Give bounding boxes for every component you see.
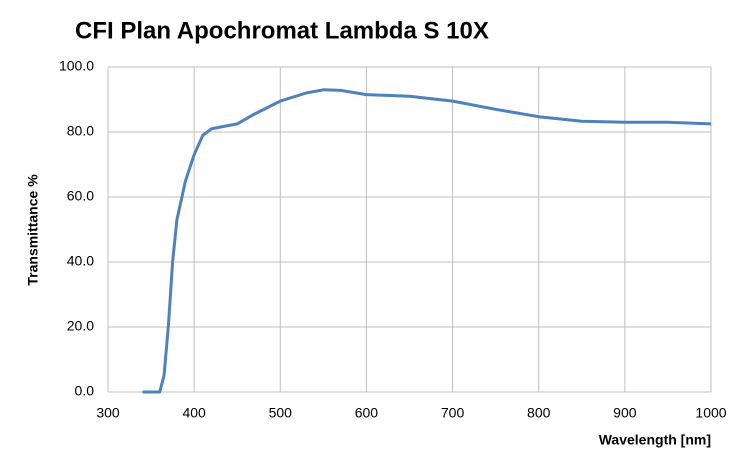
y-tick-label: 40.0 [67, 253, 94, 269]
x-axis-title: Wavelength [nm] [599, 432, 711, 448]
y-tick-label: 20.0 [67, 318, 94, 334]
chart-title: CFI Plan Apochromat Lambda S 10X [75, 17, 489, 44]
x-tick-label: 300 [96, 405, 120, 421]
x-tick-label: 400 [182, 405, 206, 421]
line-series [142, 88, 712, 394]
x-tick-label: 900 [613, 405, 637, 421]
y-tick-label: 80.0 [67, 123, 94, 139]
x-tick-label: 600 [355, 405, 379, 421]
x-tick-label: 1000 [695, 405, 726, 421]
x-tick-label: 700 [441, 405, 465, 421]
y-tick-label: 100.0 [59, 58, 94, 74]
y-axis-title: Transmittance % [25, 174, 41, 286]
y-tick-label: 0.0 [75, 383, 95, 399]
y-tick-label: 60.0 [67, 188, 94, 204]
x-tick-label: 500 [269, 405, 293, 421]
x-tick-label: 800 [527, 405, 551, 421]
